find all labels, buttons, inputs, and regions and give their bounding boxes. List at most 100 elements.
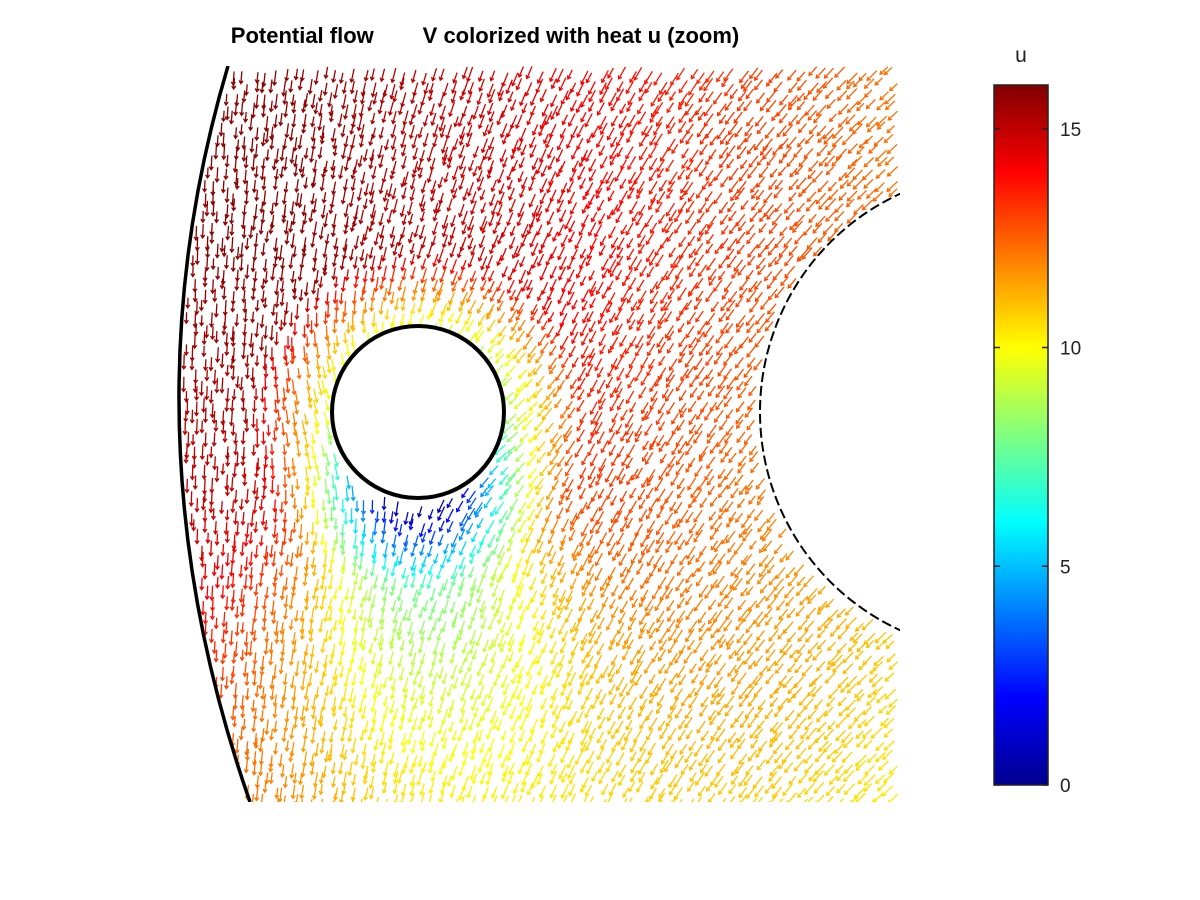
quiver-arrow: [527, 508, 536, 522]
quiver-arrow: [601, 596, 609, 608]
quiver-arrow: [183, 452, 189, 464]
quiver-arrow: [629, 487, 637, 499]
quiver-arrow: [719, 201, 729, 214]
quiver-arrow: [240, 452, 246, 467]
quiver-arrow: [221, 245, 227, 258]
quiver-arrow: [611, 324, 619, 337]
quiver-arrow: [816, 721, 827, 733]
quiver-arrow: [199, 315, 205, 327]
quiver-arrow: [345, 322, 351, 334]
quiver-arrow: [756, 176, 766, 188]
quiver-arrow: [193, 323, 199, 337]
quiver-arrow: [390, 599, 397, 613]
quiver-arrow: [808, 160, 819, 172]
quiver-arrow: [841, 751, 853, 763]
quiver-arrow: [507, 179, 513, 191]
quiver-arrow: [512, 347, 523, 360]
quiver-arrow: [580, 639, 588, 652]
quiver-arrow: [290, 784, 296, 800]
quiver-arrow: [260, 290, 266, 304]
quiver-arrow: [327, 598, 333, 611]
quiver-arrow: [517, 171, 524, 183]
quiver-arrow: [307, 672, 313, 687]
quiver-arrow: [258, 737, 264, 753]
quiver-arrow: [331, 705, 337, 718]
quiver-arrow: [214, 167, 220, 183]
quiver-arrow: [331, 181, 337, 196]
quiver-arrow: [871, 676, 884, 688]
quiver-arrow: [679, 743, 688, 755]
quiver-arrow: [264, 772, 270, 785]
quiver-arrow: [676, 665, 686, 679]
quiver-arrow: [535, 204, 543, 218]
quiver-arrow: [657, 649, 667, 662]
quiver-arrow: [746, 344, 757, 358]
quiver-arrow: [849, 632, 859, 642]
quiver-arrow: [488, 111, 495, 123]
quiver-arrow: [593, 654, 603, 669]
quiver-arrow: [659, 639, 668, 651]
quiver-arrow: [609, 264, 618, 278]
quiver-arrow: [626, 293, 634, 304]
quiver-arrow: [409, 762, 415, 774]
quiver-arrow: [549, 265, 557, 280]
quiver-arrow: [777, 697, 789, 711]
quiver-arrow: [274, 279, 280, 296]
quiver-arrow: [774, 585, 785, 599]
quiver-arrow: [693, 430, 703, 444]
quiver-arrow: [708, 176, 716, 187]
quiver-arrow: [754, 79, 764, 91]
quiver-arrow: [846, 101, 858, 114]
quiver-arrow: [552, 587, 559, 599]
quiver-arrow: [204, 386, 210, 401]
quiver-arrow: [608, 444, 616, 457]
quiver-arrow: [476, 540, 485, 555]
quiver-arrow: [787, 663, 796, 673]
quiver-arrow: [835, 730, 846, 742]
quiver-arrow: [559, 128, 567, 139]
quiver-arrow: [229, 597, 235, 612]
quiver-arrow: [832, 126, 844, 139]
quiver-arrow: [648, 628, 656, 639]
quiver-arrow: [209, 477, 215, 494]
quiver-arrow: [601, 288, 609, 300]
quiver-arrow: [764, 321, 774, 332]
quiver-arrow: [765, 649, 776, 662]
quiver-arrow: [294, 400, 300, 415]
quiver-arrow: [458, 784, 466, 801]
quiver-arrow: [575, 564, 583, 577]
quiver-arrow: [622, 639, 629, 650]
quiver-arrow: [616, 622, 625, 635]
quiver-arrow: [738, 686, 749, 700]
quiver-arrow: [629, 609, 638, 622]
quiver-arrow: [304, 353, 310, 366]
quiver-arrow: [551, 480, 559, 491]
quiver-arrow: [193, 401, 200, 417]
quiver-arrow: [224, 106, 230, 121]
quiver-arrow: [665, 221, 674, 234]
quiver-arrow: [311, 433, 317, 445]
quiver-arrow: [691, 798, 695, 802]
quiver-arrow: [516, 139, 524, 152]
quiver-arrow: [429, 302, 437, 317]
quiver-arrow: [816, 144, 828, 157]
quiver-arrow: [841, 731, 853, 744]
quiver-arrow: [634, 660, 644, 675]
quiver-arrow: [379, 751, 385, 765]
quiver-arrow: [398, 715, 405, 731]
quiver-arrow: [763, 192, 773, 204]
quiver-arrow: [437, 176, 444, 189]
quiver-arrow: [279, 266, 285, 282]
quiver-arrow: [426, 706, 434, 721]
quiver-arrow: [765, 99, 777, 113]
quiver-arrow: [704, 765, 714, 778]
quiver-arrow: [667, 455, 676, 469]
quiver-arrow: [232, 715, 238, 728]
quiver-arrow: [244, 672, 250, 687]
quiver-arrow: [662, 388, 669, 399]
quiver-arrow: [408, 124, 415, 140]
quiver-arrow: [535, 353, 544, 364]
quiver-arrow: [427, 89, 434, 102]
quiver-arrow: [599, 344, 606, 355]
quiver-arrow: [739, 70, 750, 84]
